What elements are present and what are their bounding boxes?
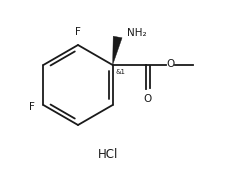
Text: &1: &1 <box>115 69 125 75</box>
Text: F: F <box>29 102 35 112</box>
Text: F: F <box>75 27 81 37</box>
Polygon shape <box>112 36 121 65</box>
Text: NH₂: NH₂ <box>126 28 146 38</box>
Text: O: O <box>166 59 174 69</box>
Text: HCl: HCl <box>98 148 118 162</box>
Text: O: O <box>143 94 151 104</box>
